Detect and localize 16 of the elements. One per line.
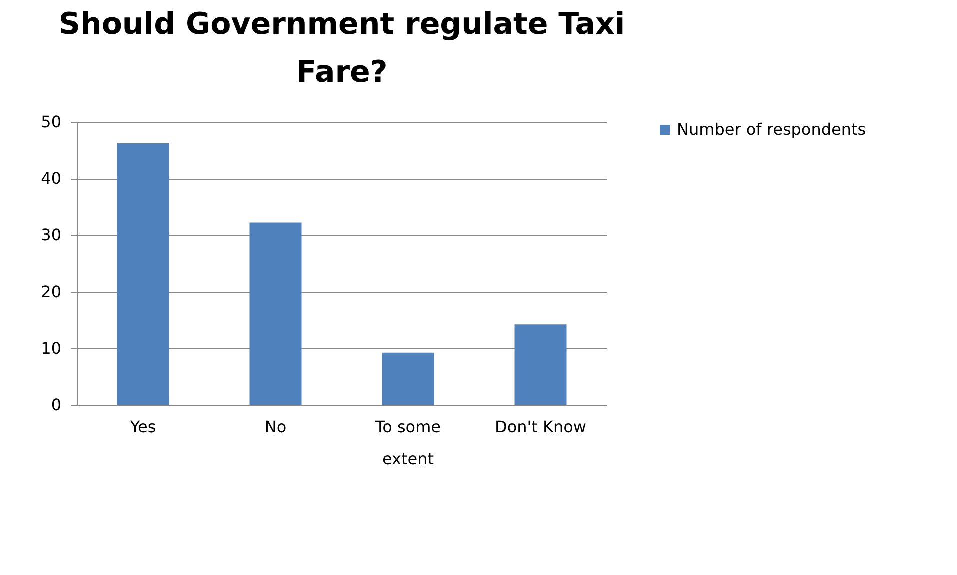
x-tick-label: Don't Know (494, 418, 587, 436)
bar (117, 144, 170, 405)
y-tick-label: 10 (41, 338, 62, 358)
y-tick-label: 0 (51, 396, 62, 414)
legend-label: Number of respondents (677, 120, 866, 139)
y-tick-label: 30 (41, 226, 62, 245)
x-tick-label: To some extent (374, 418, 441, 468)
bar (514, 324, 567, 405)
bar (382, 352, 434, 405)
bar (250, 222, 302, 405)
chart-title: Should Government regulate Taxi Fare? (58, 7, 626, 90)
x-tick-label: Yes (129, 418, 156, 436)
y-tick-label: 40 (41, 169, 62, 188)
x-tick-label: No (264, 418, 287, 436)
y-tick-label: 20 (41, 282, 62, 302)
y-tick-label: 50 (41, 112, 62, 132)
